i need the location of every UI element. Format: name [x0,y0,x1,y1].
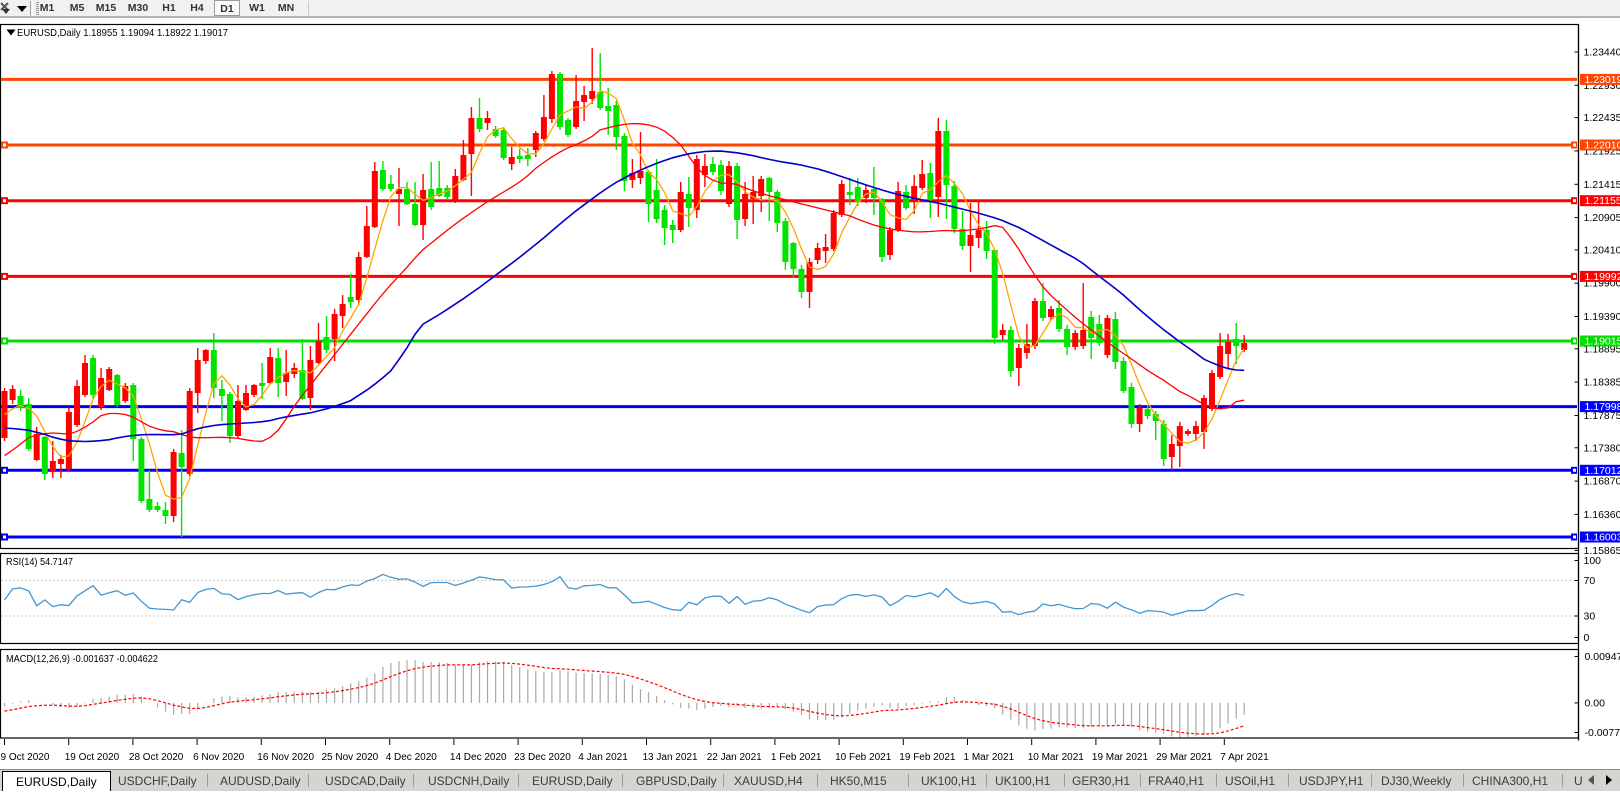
svg-text:7 Apr 2021: 7 Apr 2021 [1220,752,1269,763]
svg-text:1.19992: 1.19992 [1585,271,1620,283]
svg-text:RSI(14) 54.7147: RSI(14) 54.7147 [6,557,73,568]
svg-text:1.23440: 1.23440 [1584,47,1620,59]
svg-text:9 Oct 2020: 9 Oct 2020 [1,752,50,763]
svg-text:4 Jan 2021: 4 Jan 2021 [578,752,628,763]
svg-text:1.19015: 1.19015 [1585,336,1620,348]
svg-text:10 Mar 2021: 10 Mar 2021 [1028,752,1085,763]
svg-text:1.22435: 1.22435 [1584,112,1620,124]
svg-text:1.21155: 1.21155 [1585,195,1620,207]
svg-text:10 Feb 2021: 10 Feb 2021 [835,752,892,763]
svg-text:MACD(12,26,9) -0.001637 -0.004: MACD(12,26,9) -0.001637 -0.004622 [6,654,158,665]
svg-text:1.19390: 1.19390 [1584,311,1620,323]
svg-text:EURUSD,Daily 1.18955 1.19094: EURUSD,Daily 1.18955 1.19094 1.18922 1.1… [17,27,228,39]
svg-text:1.17380: 1.17380 [1584,442,1620,454]
svg-text:1 Feb 2021: 1 Feb 2021 [771,752,822,763]
svg-text:1 Mar 2021: 1 Mar 2021 [964,752,1015,763]
svg-text:-0.007778: -0.007778 [1585,727,1620,739]
svg-text:6 Nov 2020: 6 Nov 2020 [193,752,245,763]
svg-text:1.20410: 1.20410 [1584,244,1620,256]
svg-text:1.21415: 1.21415 [1584,179,1620,191]
svg-text:0.00: 0.00 [1585,697,1606,709]
svg-text:100: 100 [1584,555,1602,567]
svg-text:1.17998: 1.17998 [1585,401,1620,413]
svg-text:70: 70 [1584,575,1596,587]
svg-text:0: 0 [1584,632,1590,644]
svg-text:1.16003: 1.16003 [1585,532,1620,544]
svg-text:19 Mar 2021: 19 Mar 2021 [1092,752,1149,763]
svg-text:16 Nov 2020: 16 Nov 2020 [257,752,314,763]
svg-text:1.22010: 1.22010 [1585,140,1620,152]
svg-text:25 Nov 2020: 25 Nov 2020 [322,752,379,763]
svg-text:22 Jan 2021: 22 Jan 2021 [707,752,762,763]
svg-text:1.16360: 1.16360 [1584,509,1620,521]
svg-text:19 Feb 2021: 19 Feb 2021 [899,752,956,763]
svg-text:1.18385: 1.18385 [1584,377,1620,389]
svg-text:1.20905: 1.20905 [1584,212,1620,224]
svg-text:29 Mar 2021: 29 Mar 2021 [1156,752,1213,763]
svg-text:4 Dec 2020: 4 Dec 2020 [386,752,438,763]
svg-text:30: 30 [1584,611,1596,623]
svg-text:1.16870: 1.16870 [1584,476,1620,488]
svg-text:23 Dec 2020: 23 Dec 2020 [514,752,571,763]
svg-text:1.23019: 1.23019 [1585,74,1620,86]
svg-text:13 Jan 2021: 13 Jan 2021 [643,752,698,763]
svg-text:28 Oct 2020: 28 Oct 2020 [129,752,184,763]
svg-text:14 Dec 2020: 14 Dec 2020 [450,752,507,763]
svg-text:0.009478: 0.009478 [1585,651,1620,663]
svg-text:1.17012: 1.17012 [1585,465,1620,477]
svg-text:19 Oct 2020: 19 Oct 2020 [65,752,120,763]
